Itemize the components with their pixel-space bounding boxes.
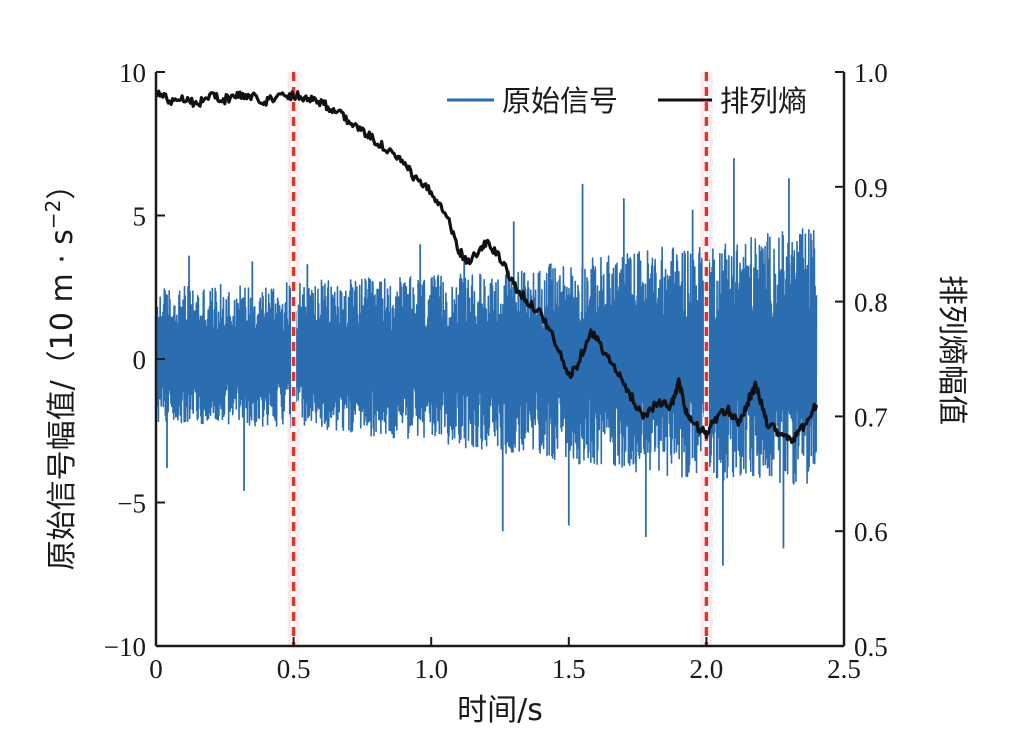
left-y-tick-label: 5 (133, 202, 147, 232)
marker-lines (291, 72, 709, 646)
right-y-tick-label: 0.5 (854, 632, 888, 662)
x-tick-label: 2.5 (827, 654, 861, 684)
raw-signal-series (156, 158, 818, 566)
x-tick-label: 1.0 (414, 654, 448, 684)
x-tick-label: 0.5 (277, 654, 311, 684)
x-tick-label: 2.0 (690, 654, 724, 684)
left-y-tick-label: 10 (119, 58, 146, 88)
right-y-tick-label: 0.8 (854, 288, 888, 318)
right-y-tick-label: 1.0 (854, 58, 888, 88)
left-y-tick-label: −10 (104, 632, 146, 662)
left-y-axis-title: 原始信号幅值/（10 m · s−2） (41, 170, 80, 571)
left-y-tick-label: 0 (133, 345, 147, 375)
left-y-axis-title-sup: −2 (41, 200, 65, 229)
legend: 原始信号 排列熵 (447, 84, 807, 118)
x-axis-title: 时间/s (457, 693, 543, 728)
legend-label-entropy: 排列熵 (720, 84, 807, 118)
x-ticks: 0 0.5 1.0 1.5 2.0 2.5 (149, 637, 861, 684)
left-y-axis-title-close: ） (45, 170, 80, 200)
left-y-axis-title-main: 原始信号幅值/（10 m · s (45, 229, 80, 570)
left-y-ticks: −10 −5 0 5 10 (104, 58, 165, 662)
x-tick-label: 0 (149, 654, 163, 684)
entropy-line (156, 89, 819, 445)
x-tick-label: 1.5 (552, 654, 586, 684)
right-y-tick-label: 0.7 (854, 402, 888, 432)
right-y-axis-title: 排列熵幅值 (934, 275, 969, 425)
raw-signal-trace (156, 228, 818, 485)
left-y-tick-label: −5 (117, 489, 146, 519)
legend-label-raw-signal: 原始信号 (502, 84, 618, 118)
right-y-tick-label: 0.6 (854, 517, 888, 547)
entropy-series (156, 89, 819, 445)
right-y-ticks: 0.5 0.6 0.7 0.8 0.9 1.0 (835, 58, 888, 662)
right-y-tick-label: 0.9 (854, 173, 888, 203)
